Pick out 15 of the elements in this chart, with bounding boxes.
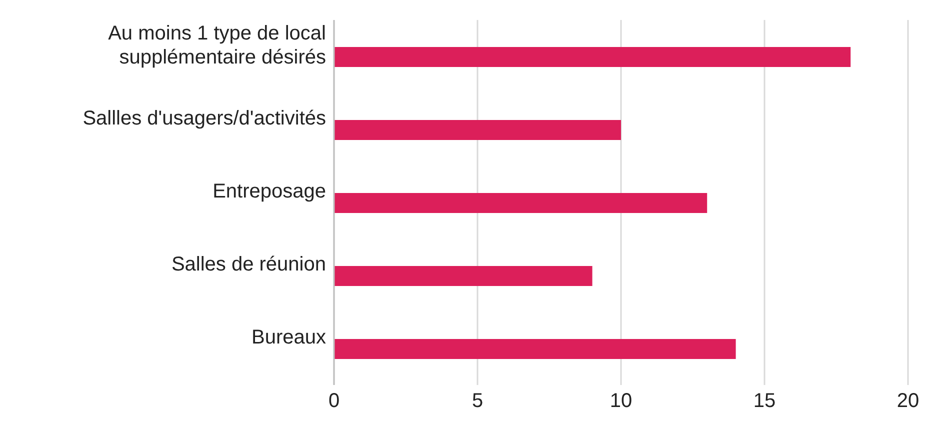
bar [334,120,621,140]
x-tick-label: 15 [753,390,776,412]
x-tick-label: 0 [328,390,340,412]
y-tick-label: Entreposage [212,180,326,203]
x-tick-label: 5 [472,390,484,412]
y-tick-label: Au moins 1 type de local supplémentaire désirés [108,22,326,69]
bar [334,47,851,67]
bar [334,339,736,359]
y-tick-label: Salles de réunion [171,254,326,276]
x-tick-label: 20 [896,390,920,412]
bar [334,266,592,286]
y-tick-label: Sallles d'usagers/d'activités [82,108,326,130]
x-tick-label: 10 [610,390,632,412]
bar [334,193,708,213]
y-tick-label: Bureaux [252,326,326,349]
